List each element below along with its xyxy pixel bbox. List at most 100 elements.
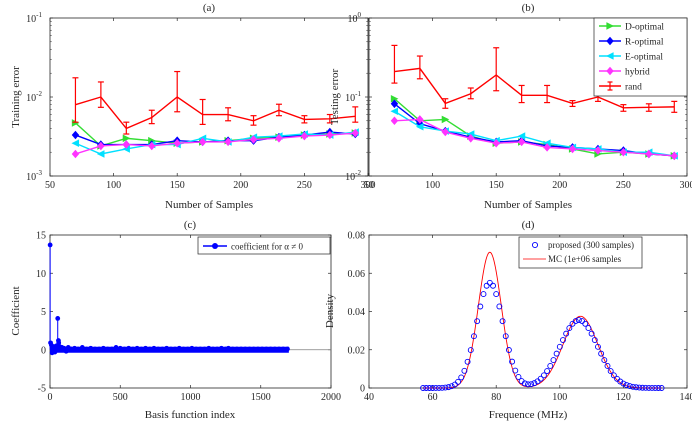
proposed-density-point xyxy=(525,381,531,388)
proposed-density-point xyxy=(629,383,636,390)
stem-marker xyxy=(276,346,282,352)
y-tick-label: 10-1 xyxy=(26,11,42,25)
y-tick-label: 10-2 xyxy=(26,90,42,104)
proposed-density-point xyxy=(607,368,614,375)
stem-marker xyxy=(134,345,140,351)
data-point-hybrid xyxy=(568,144,577,154)
panel-d-legend: proposed (300 samples) MC (1e+06 samples xyxy=(518,236,643,269)
data-point-hybrid xyxy=(351,128,359,138)
x-tick-label: 200 xyxy=(233,180,248,191)
proposed-density-point xyxy=(639,384,646,391)
panel-a-axes-box xyxy=(49,17,369,177)
y-tick-label: 0 xyxy=(41,345,46,356)
stem-marker xyxy=(100,345,106,351)
data-point-hybrid xyxy=(122,140,131,149)
stem-marker xyxy=(181,346,186,352)
y-tick-label: 0 xyxy=(360,384,365,395)
x-tick-label: 0 xyxy=(48,392,53,403)
proposed-density-point xyxy=(426,385,433,391)
stem-marker xyxy=(197,346,203,352)
proposed-density-point xyxy=(432,385,439,391)
x-tick-label: 250 xyxy=(297,180,312,191)
proposed-density-point xyxy=(436,384,442,391)
panel-a-xlabel: Number of Samples xyxy=(165,199,253,211)
data-point-hybrid xyxy=(619,147,628,157)
data-point-E-optimal xyxy=(415,122,424,131)
x-tick-label: 100 xyxy=(425,180,440,191)
legend-c-box xyxy=(197,236,331,255)
stem-marker xyxy=(280,346,286,352)
x-tick-label: 50 xyxy=(45,180,55,191)
x-tick-label: 40 xyxy=(364,392,374,403)
proposed-density-point xyxy=(556,343,563,350)
y-tick-label: 100 xyxy=(348,11,362,25)
data-point-hybrid xyxy=(670,151,678,161)
proposed-density-point xyxy=(499,318,506,325)
legend-d-box xyxy=(518,236,643,269)
data-point-E-optimal xyxy=(71,139,80,148)
stem-marker xyxy=(75,346,81,352)
panel-b-plot-area xyxy=(390,44,679,161)
panel-c-legend: coefficient for α ≠ 0 xyxy=(197,236,331,255)
stem-marker xyxy=(55,315,61,321)
legend-b-label-rand: rand xyxy=(625,83,642,93)
data-point-hybrid xyxy=(97,141,105,151)
data-point-hybrid xyxy=(517,137,526,147)
proposed-density-point xyxy=(496,303,503,310)
proposed-density-point xyxy=(658,385,665,391)
stem-marker xyxy=(84,346,89,352)
stem-marker xyxy=(202,346,207,352)
stem-marker xyxy=(247,346,252,352)
proposed-density-point xyxy=(515,374,522,380)
stem-marker xyxy=(109,346,115,352)
y-tick-label: 5 xyxy=(41,307,46,318)
x-tick-label: 100 xyxy=(552,392,567,403)
stem-marker xyxy=(168,346,174,352)
stem-marker xyxy=(230,346,236,352)
data-point-D-optimal xyxy=(122,134,131,143)
proposed-density-point xyxy=(601,357,608,364)
proposed-density-point xyxy=(537,375,544,382)
data-point-hybrid xyxy=(543,143,551,152)
panel-d-ticks: 40 60 80 100 120 140 0 0.02 0.04 0.06 0.08 xyxy=(348,231,692,404)
proposed-density-point xyxy=(610,372,617,379)
stem-marker xyxy=(251,346,257,352)
stem-marker xyxy=(88,345,94,351)
stem-marker xyxy=(285,346,290,352)
legend-b-marker-E-optimal xyxy=(606,52,614,60)
stem-marker xyxy=(234,346,240,352)
panel-a-ylabel: Training error xyxy=(10,66,22,128)
stem-marker xyxy=(185,346,191,352)
stem-marker xyxy=(259,346,265,352)
stem-marker xyxy=(160,346,165,352)
stem-marker xyxy=(151,345,157,351)
proposed-density-point xyxy=(423,385,430,391)
data-point-hybrid xyxy=(71,149,80,159)
y-tick-label: -5 xyxy=(38,384,46,395)
proposed-density-point xyxy=(502,333,509,340)
data-point-hybrid xyxy=(326,130,334,140)
panel-b-legend: D-optimal R-optimal E-optimal hybrid rand xyxy=(593,17,688,97)
data-point-hybrid xyxy=(173,138,181,148)
data-point-R-optimal xyxy=(390,99,399,109)
legend-d-marker-proposed xyxy=(531,241,539,249)
proposed-density-point xyxy=(477,303,484,310)
data-point-hybrid xyxy=(275,134,283,143)
legend-d-label-proposed: proposed (300 samples) xyxy=(548,240,634,250)
data-point-hybrid xyxy=(594,146,602,155)
stem-marker xyxy=(206,345,212,351)
stem-marker xyxy=(122,346,127,352)
proposed-density-point xyxy=(486,279,493,286)
data-point-E-optimal xyxy=(390,107,399,116)
proposed-density-point xyxy=(420,385,427,391)
stem-marker xyxy=(130,346,136,352)
proposed-density-point xyxy=(636,384,643,391)
panel-c-xlabel: Basis function index xyxy=(145,409,236,421)
proposed-density-point xyxy=(483,282,490,289)
stem-marker xyxy=(238,346,244,352)
panel-c-title: (c) xyxy=(184,219,197,231)
y-tick-label: 0.04 xyxy=(348,307,366,318)
stem-marker xyxy=(138,346,144,352)
